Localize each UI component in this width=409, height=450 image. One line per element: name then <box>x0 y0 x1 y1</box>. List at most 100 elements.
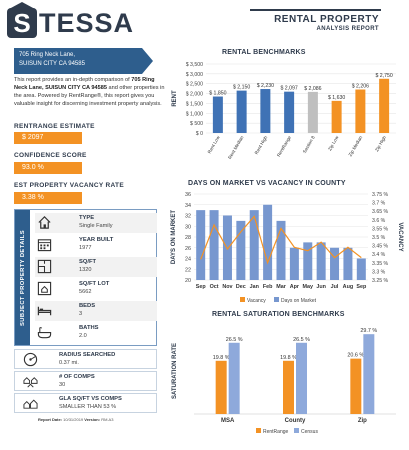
bar <box>212 96 223 133</box>
detail-row-sqft-lot: SQ/FT LOT 5662 <box>35 279 157 299</box>
bar <box>303 242 313 280</box>
bar <box>263 204 273 280</box>
bar <box>296 342 307 414</box>
legend-label-vacancy: Vacancy <box>247 298 266 304</box>
gla-icon <box>23 399 38 409</box>
y-tick-label: $ 2,500 <box>186 82 203 88</box>
bar <box>209 210 219 280</box>
radius-searched-row: RADIUS SEARCHED 0.37 mi. <box>14 349 157 369</box>
property-details-title: SUBJECT PROPERTY DETAILS <box>19 229 26 326</box>
legend-label-dom: Days on Market <box>281 298 317 304</box>
extra-label: RADIUS SEARCHED <box>59 352 116 358</box>
extra-value: 0.37 mi. <box>59 360 79 366</box>
x-tick-label: Sep <box>196 284 207 290</box>
brand-logo: S TESSA <box>7 2 134 38</box>
x-tick-label: Jun <box>316 284 326 290</box>
calendar-icon <box>37 239 52 252</box>
report-date: 10/31/2019 <box>63 417 84 422</box>
bar <box>236 220 246 280</box>
y2-tick-label: 3.35 % <box>372 261 389 267</box>
x-tick-label: Nov <box>222 284 232 290</box>
data-label: $ 2,097 <box>280 86 297 92</box>
y-tick-label: 24 <box>185 257 191 263</box>
legend-swatch-rentrange <box>256 428 261 433</box>
legend-swatch-dom <box>274 297 279 302</box>
bar <box>350 358 362 414</box>
bar <box>355 89 366 133</box>
x-tick-label: Apr <box>290 284 300 290</box>
bar <box>363 334 375 414</box>
rental-benchmarks-title: RENTAL BENCHMARKS <box>222 49 306 56</box>
y2-tick-label: 3.25 % <box>372 278 389 284</box>
property-details-side: SUBJECT PROPERTY DETAILS <box>15 210 30 345</box>
y2-tick-label: 3.4 % <box>372 252 386 258</box>
bar <box>307 91 318 133</box>
address-banner: 705 Ring Neck Lane, SUISUN CITY CA 94585 <box>14 48 153 74</box>
lot-icon <box>37 281 52 296</box>
y-tick-label: $ 3,000 <box>186 72 203 78</box>
data-label: $ 2,230 <box>257 83 274 89</box>
y-tick-label: 34 <box>185 203 191 209</box>
comps-count-row: # OF COMPS 30 <box>14 371 157 391</box>
version-label: Version: <box>84 417 101 422</box>
data-label: 20.6 % <box>347 353 364 359</box>
data-label: 19.8 % <box>280 355 297 361</box>
bar <box>283 360 294 414</box>
x-tick-label: Rent Low <box>207 134 221 154</box>
x-tick-label: Zip <box>358 418 367 424</box>
bar <box>249 210 259 280</box>
detail-label: SQ/FT LOT <box>79 281 110 287</box>
y-tick-label: 32 <box>185 214 191 220</box>
y2-tick-label: 3.3 % <box>372 269 386 275</box>
detail-row-type: TYPE Single Family <box>35 213 157 233</box>
y2-tick-label: 3.7 % <box>372 201 386 207</box>
bar <box>276 220 286 280</box>
bar <box>284 91 295 133</box>
data-label: 29.7 % <box>360 328 377 334</box>
x-tick-label: Zip High <box>374 135 387 153</box>
y-axis-label: DAYS ON MARKET <box>171 210 177 264</box>
y-tick-label: 28 <box>185 235 191 241</box>
extra-value: SMALLER THAN 53 % <box>59 404 117 410</box>
x-tick-label: Jul <box>331 284 339 290</box>
confidence-value: 93.0 % <box>14 162 82 174</box>
detail-value: Single Family <box>79 223 113 229</box>
report-title-main: RENTAL PROPERTY <box>274 14 379 25</box>
y2-tick-label: 3.65 % <box>372 209 389 215</box>
bar <box>289 247 299 280</box>
bath-icon <box>37 327 52 339</box>
data-label: $ 2,206 <box>352 84 369 90</box>
confidence-label: CONFIDENCE SCORE <box>14 152 87 159</box>
y2-tick-label: 3.55 % <box>372 226 389 232</box>
x-tick-label: Rent Median <box>227 135 245 160</box>
detail-row-year-built: YEAR BUILT 1977 <box>35 235 157 255</box>
extra-label: # OF COMPS <box>59 374 95 380</box>
x-tick-label: Jan <box>250 284 259 290</box>
report-footnote: Report Date: 10/31/2019 Version: RM.A3 <box>38 417 113 422</box>
bar <box>356 258 366 280</box>
data-label: $ 2,150 <box>233 85 250 91</box>
x-tick-label: MSA <box>221 418 235 424</box>
property-details-panel: SUBJECT PROPERTY DETAILS TYPE Single Fam… <box>14 209 157 346</box>
detail-row-beds: BEDS 3 <box>35 301 157 321</box>
x-tick-label: Oct <box>210 284 219 290</box>
data-label: 26.5 % <box>226 337 243 343</box>
detail-value: 2.0 <box>79 333 87 339</box>
bed-icon <box>37 306 52 316</box>
y-tick-label: $ 0 <box>196 131 203 137</box>
detail-value: 3 <box>79 311 83 317</box>
vacancy-line <box>200 215 362 265</box>
x-tick-label: Mar <box>276 284 286 290</box>
bar <box>379 78 390 133</box>
bar <box>236 90 247 133</box>
data-label: 26.5 % <box>293 337 310 343</box>
y2-tick-label: 3.5 % <box>372 235 386 241</box>
report-date-label: Report Date: <box>38 417 63 422</box>
address-line2: SUISUN CITY CA 94585 <box>19 61 85 67</box>
bar <box>260 89 271 133</box>
bar <box>316 242 326 280</box>
vacancy-rate-value: 3.38 % <box>14 192 82 204</box>
y-tick-label: $ 1,000 <box>186 111 203 117</box>
x-tick-label: Section 8 <box>302 135 316 154</box>
detail-label: SQ/FT <box>79 259 97 265</box>
